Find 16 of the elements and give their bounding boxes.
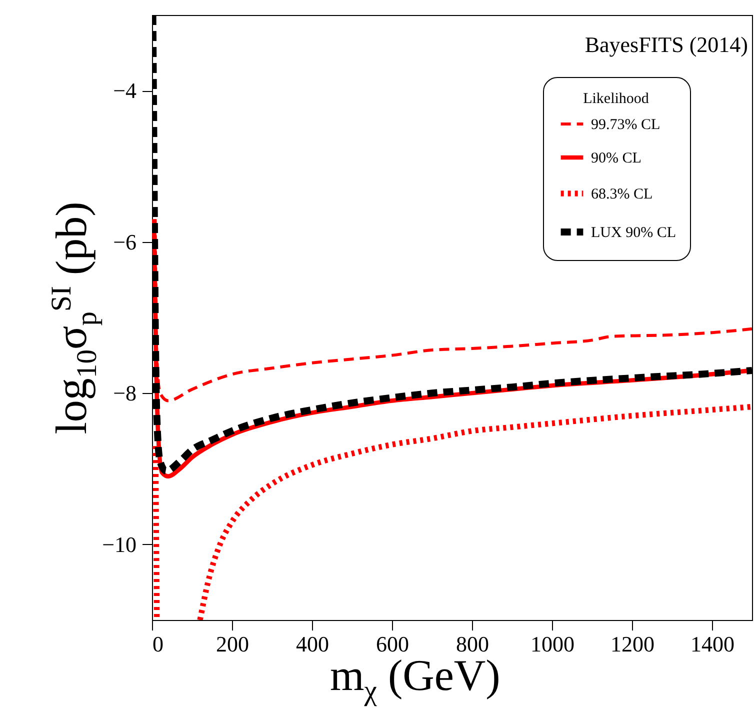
x-tick-label: 200	[216, 632, 249, 656]
x-tick-label: 0	[152, 632, 164, 656]
legend-label: 90% CL	[591, 150, 642, 166]
y-tick-label: −6	[113, 229, 136, 254]
legend-label: 99.73% CL	[591, 117, 660, 133]
legend-label: 68.3% CL	[591, 186, 653, 202]
y-tick-label: −4	[113, 78, 136, 104]
x-tick-label: 400	[296, 632, 329, 656]
x-tick-label: 1200	[610, 632, 654, 656]
annotation: BayesFITS (2014)	[584, 32, 748, 57]
legend-title: Likelihood	[583, 91, 650, 107]
x-tick-label: 1000	[530, 632, 574, 656]
y-tick-label: −8	[113, 380, 136, 406]
y-tick-label: −10	[102, 532, 136, 557]
legend-label: LUX 90% CL	[591, 225, 676, 241]
x-tick-label: 1400	[690, 632, 734, 656]
